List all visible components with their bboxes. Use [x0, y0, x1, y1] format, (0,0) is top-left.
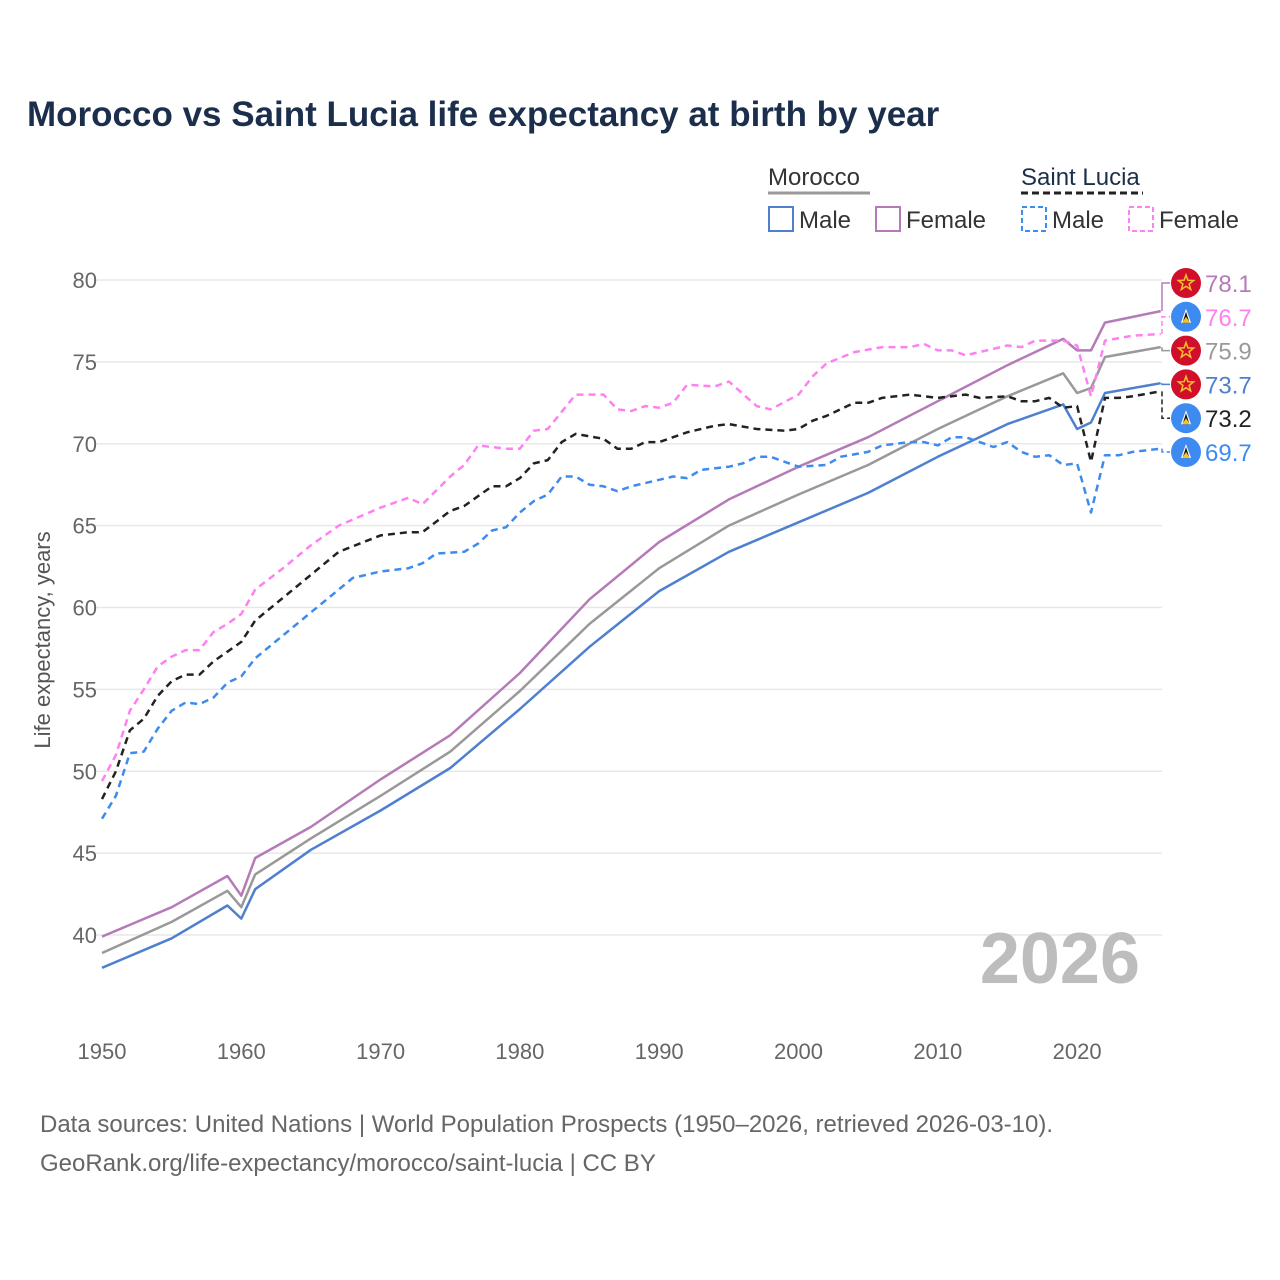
legend-entry: Female	[906, 207, 986, 234]
label-connector	[1161, 391, 1170, 419]
x-tick-label: 2010	[913, 1039, 962, 1064]
series-line-saint-lucia-male	[100, 435, 1161, 820]
end-value-label: 75.9	[1205, 339, 1252, 366]
saint-lucia-flag-icon	[1171, 437, 1201, 467]
label-connector	[1161, 316, 1170, 335]
y-tick-label: 70	[73, 432, 97, 457]
y-tick-label: 40	[73, 923, 97, 948]
triangle-icon	[1182, 316, 1190, 323]
flag-circle	[1171, 335, 1201, 366]
saint-lucia-flag-icon	[1171, 403, 1201, 434]
y-tick-label: 60	[73, 596, 97, 621]
x-tick-label: 1970	[356, 1039, 405, 1064]
source-link[interactable]: GeoRank.org/life-expectancy/morocco/sain…	[40, 1150, 656, 1177]
y-tick-label: 45	[73, 841, 97, 866]
y-tick-label: 65	[73, 514, 97, 539]
triangle-icon	[1182, 418, 1190, 425]
legend-swatch	[1128, 206, 1154, 232]
star-icon	[1176, 340, 1196, 359]
end-value-label: 78.1	[1205, 271, 1252, 298]
x-tick-label: 2020	[1053, 1039, 1102, 1064]
end-value-label: 73.7	[1205, 372, 1252, 399]
x-tick-label: 1950	[78, 1039, 127, 1064]
label-connector	[1161, 282, 1170, 312]
x-tick-label: 1990	[635, 1039, 684, 1064]
legend-swatch	[875, 206, 901, 232]
label-connector	[1161, 347, 1170, 352]
star-icon	[1176, 374, 1196, 393]
data-source: Data sources: United Nations | World Pop…	[40, 1111, 1054, 1138]
label-connector	[1161, 448, 1170, 453]
footer: Data sources: United Nations | World Pop…	[40, 1105, 1053, 1183]
label-connector	[1161, 383, 1170, 386]
legend-entry: Female	[1159, 207, 1239, 234]
series-line-saint-lucia-total	[100, 390, 1161, 800]
x-tick-label: 1960	[217, 1039, 266, 1064]
chart-title: Morocco vs Saint Lucia life expectancy a…	[27, 95, 940, 134]
y-axis-label: Life expectancy, years	[30, 531, 55, 748]
star-icon	[1176, 272, 1196, 292]
end-value-label: 73.2	[1205, 406, 1252, 433]
legend-swatch	[768, 206, 794, 232]
y-tick-label: 55	[73, 677, 97, 702]
legend-group-morocco: Morocco	[768, 164, 860, 191]
morocco-flag-icon	[1171, 268, 1201, 298]
series-line-morocco-total	[101, 345, 1161, 955]
y-tick-label: 75	[73, 350, 97, 375]
series-line-morocco-male	[101, 381, 1161, 969]
end-value-label: 76.7	[1205, 305, 1252, 332]
y-tick-label: 50	[73, 759, 97, 784]
legend-group-saint-lucia: Saint Lucia	[1021, 164, 1140, 191]
legend-swatch	[1021, 206, 1047, 232]
legend-entry: Male	[799, 207, 851, 234]
year-watermark: 2026	[980, 919, 1140, 999]
x-tick-label: 1980	[495, 1039, 544, 1064]
legend-entry: Male	[1052, 207, 1104, 234]
y-tick-label: 80	[73, 268, 97, 293]
triangle-icon	[1182, 452, 1190, 458]
flag-circle	[1171, 268, 1201, 298]
saint-lucia-flag-icon	[1171, 301, 1201, 332]
flag-circle	[1171, 369, 1201, 400]
series-line-morocco-female	[101, 309, 1161, 938]
morocco-flag-icon	[1171, 369, 1201, 400]
morocco-flag-icon	[1171, 335, 1201, 366]
series-line-saint-lucia-female	[100, 332, 1161, 782]
end-value-label: 69.7	[1205, 440, 1252, 467]
x-tick-label: 2000	[774, 1039, 823, 1064]
